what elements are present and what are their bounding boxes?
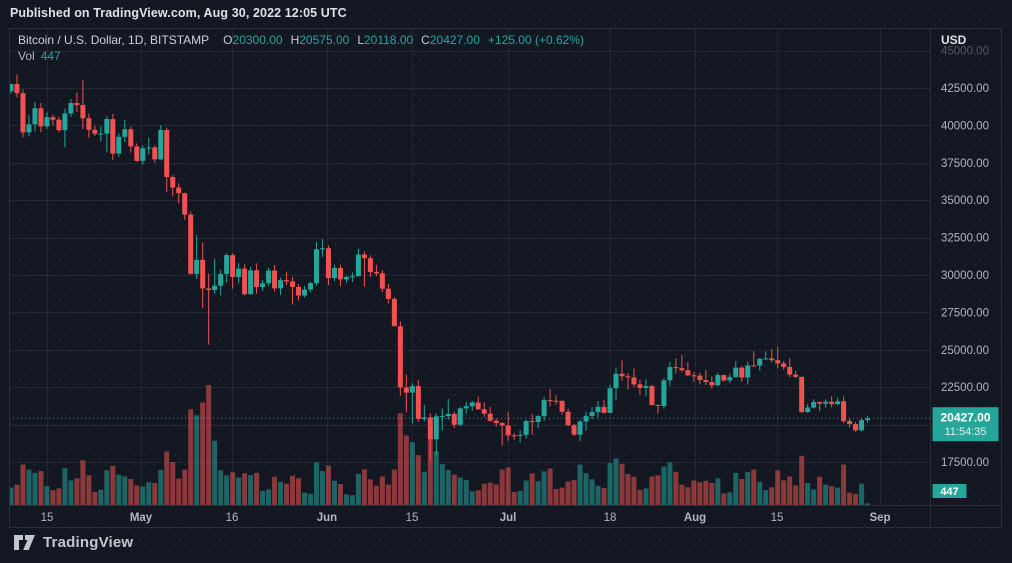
ohlc-close: C20427.00 — [421, 33, 480, 47]
change-value: +125.00 (+0.62%) — [487, 33, 584, 47]
ohlc-open: O20300.00 — [223, 33, 283, 47]
candle-series[interactable] — [9, 74, 871, 461]
chart-legend: Bitcoin / U.S. Dollar, 1D, BITSTAMP O203… — [18, 33, 584, 64]
price-tick-label: 35000.00 — [941, 195, 989, 207]
volume-series — [9, 385, 871, 505]
time-tick-label: Sep — [869, 512, 890, 524]
volume-value-label: 447 — [932, 484, 967, 498]
published-caption: Published on TradingView.com, Aug 30, 20… — [10, 6, 347, 20]
price-tick-label: 32500.00 — [941, 233, 989, 245]
price-tick-label: 22500.00 — [941, 382, 989, 394]
ohlc-high: H20575.00 — [290, 33, 350, 47]
symbol-title[interactable]: Bitcoin / U.S. Dollar, 1D, BITSTAMP — [18, 33, 210, 47]
time-tick-label: 18 — [604, 512, 617, 524]
time-tick-label: Aug — [684, 512, 706, 524]
ohlc-low: L20118.00 — [357, 33, 414, 47]
grid-lines — [9, 28, 930, 505]
time-axis-labels[interactable]: 15 May 16 Jun 15 Jul 18 Aug 15 Sep — [41, 512, 891, 524]
time-tick-label: 15 — [41, 512, 54, 524]
tradingview-logo-icon[interactable] — [14, 535, 35, 550]
volume-legend: Vol 447 — [18, 49, 61, 63]
time-tick-label: May — [130, 512, 153, 524]
footer-branding: TradingView — [14, 534, 133, 551]
price-tick-label: 27500.00 — [941, 307, 989, 319]
price-tick-label: 42500.00 — [941, 83, 989, 95]
time-tick-label: 15 — [771, 512, 784, 524]
last-price-value: 20427.00 — [940, 411, 990, 425]
price-tick-label: 45000.00 — [941, 46, 989, 58]
time-tick-label: 16 — [226, 512, 239, 524]
bar-countdown: 11:54:35 — [944, 426, 986, 438]
time-tick-label: Jun — [317, 512, 337, 524]
svg-text:447: 447 — [940, 486, 958, 498]
price-tick-label: 37500.00 — [941, 158, 989, 170]
time-tick-label: Jul — [500, 512, 517, 524]
chart-frame-border — [9, 28, 1002, 528]
time-tick-label: 15 — [406, 512, 419, 524]
price-tick-label: 25000.00 — [941, 345, 989, 357]
price-tick-label: 40000.00 — [941, 120, 989, 132]
price-axis-currency: USD — [941, 33, 967, 47]
price-tick-label: 17500.00 — [941, 457, 989, 469]
tradingview-brand-text[interactable]: TradingView — [43, 534, 134, 551]
price-tick-label: 30000.00 — [941, 270, 989, 282]
